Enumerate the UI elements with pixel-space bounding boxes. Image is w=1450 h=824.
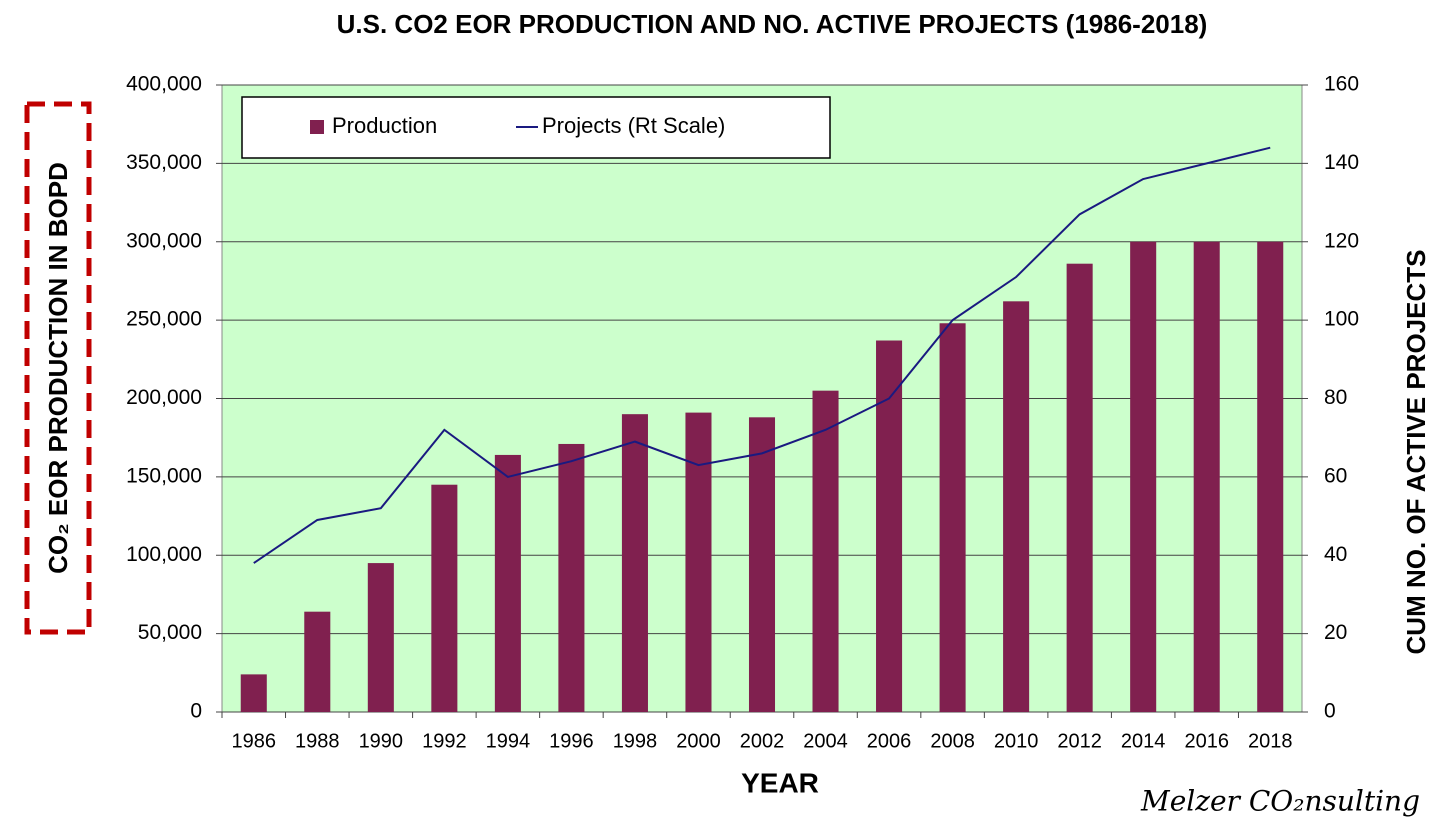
bar bbox=[748, 417, 776, 712]
x-tick-label: 2000 bbox=[676, 730, 721, 752]
y2-tick-label: 100 bbox=[1324, 308, 1359, 331]
legend-label: Production bbox=[332, 113, 437, 138]
x-tick-label: 1990 bbox=[359, 730, 404, 752]
bar bbox=[685, 412, 712, 712]
x-tick-label: 2010 bbox=[994, 730, 1039, 752]
y2-tick-label: 160 bbox=[1324, 73, 1359, 96]
y2-tick-label: 80 bbox=[1324, 386, 1347, 409]
bar bbox=[876, 340, 903, 712]
y2-tick-label: 20 bbox=[1324, 621, 1347, 644]
y-tick-label: 400,000 bbox=[126, 73, 202, 96]
y2-tick-label: 60 bbox=[1324, 464, 1347, 487]
line bbox=[253, 146, 1271, 564]
y-tick-label: 250,000 bbox=[126, 308, 202, 331]
y2-tick-label: 140 bbox=[1324, 151, 1359, 174]
chart-title: U.S. CO2 EOR PRODUCTION AND NO. ACTIVE P… bbox=[337, 9, 1208, 39]
x-tick-label: 2002 bbox=[740, 730, 785, 752]
x-tick-label: 1998 bbox=[613, 730, 658, 752]
x-tick-label: 1994 bbox=[486, 730, 531, 752]
bar bbox=[304, 611, 331, 712]
x-tick-label: 1992 bbox=[422, 730, 467, 752]
y-tick-label: 100,000 bbox=[126, 543, 202, 566]
y-tick-label: 50,000 bbox=[138, 621, 202, 644]
x-tick-label: 2018 bbox=[1248, 730, 1293, 752]
legend-swatch bbox=[310, 120, 324, 134]
bar bbox=[1003, 301, 1030, 712]
bar bbox=[1193, 241, 1220, 712]
y2-tick-label: 120 bbox=[1324, 229, 1359, 252]
y-tick-label: 200,000 bbox=[126, 386, 202, 409]
bar bbox=[1066, 263, 1093, 712]
bar bbox=[558, 443, 585, 712]
x-tick-label: 2012 bbox=[1057, 730, 1102, 752]
y2-axis-label: CUM NO. OF ACTIVE PROJECTS bbox=[1401, 250, 1431, 655]
y-tick-label: 150,000 bbox=[126, 464, 202, 487]
y2-tick-label: 40 bbox=[1324, 543, 1347, 566]
bar bbox=[240, 674, 267, 712]
y-tick-label: 300,000 bbox=[126, 229, 202, 252]
bar bbox=[621, 414, 648, 712]
x-tick-label: 1986 bbox=[232, 730, 277, 752]
bar bbox=[367, 563, 394, 712]
y2-tick-label: 0 bbox=[1324, 700, 1336, 723]
x-tick-label: 2016 bbox=[1184, 730, 1229, 752]
bar bbox=[1130, 241, 1157, 712]
x-tick-label: 2014 bbox=[1121, 730, 1166, 752]
x-tick-label: 1996 bbox=[549, 730, 594, 752]
x-axis-label: YEAR bbox=[741, 767, 819, 798]
bar bbox=[431, 484, 458, 712]
bar bbox=[939, 323, 966, 712]
bar bbox=[1257, 241, 1284, 712]
x-tick-label: 2008 bbox=[930, 730, 975, 752]
y-tick-label: 0 bbox=[190, 700, 202, 723]
legend-label: Projects (Rt Scale) bbox=[542, 113, 725, 138]
y-tick-label: 350,000 bbox=[126, 151, 202, 174]
highlight-box bbox=[24, 101, 92, 635]
bar bbox=[494, 454, 521, 712]
watermark: Melzer CO₂nsulting bbox=[1140, 785, 1420, 818]
x-tick-label: 2004 bbox=[803, 730, 848, 752]
x-tick-label: 1988 bbox=[295, 730, 340, 752]
bar bbox=[812, 390, 839, 712]
y-axis-label: CO₂ EOR PRODUCTION IN BOPD bbox=[43, 162, 73, 574]
x-tick-label: 2006 bbox=[867, 730, 912, 752]
